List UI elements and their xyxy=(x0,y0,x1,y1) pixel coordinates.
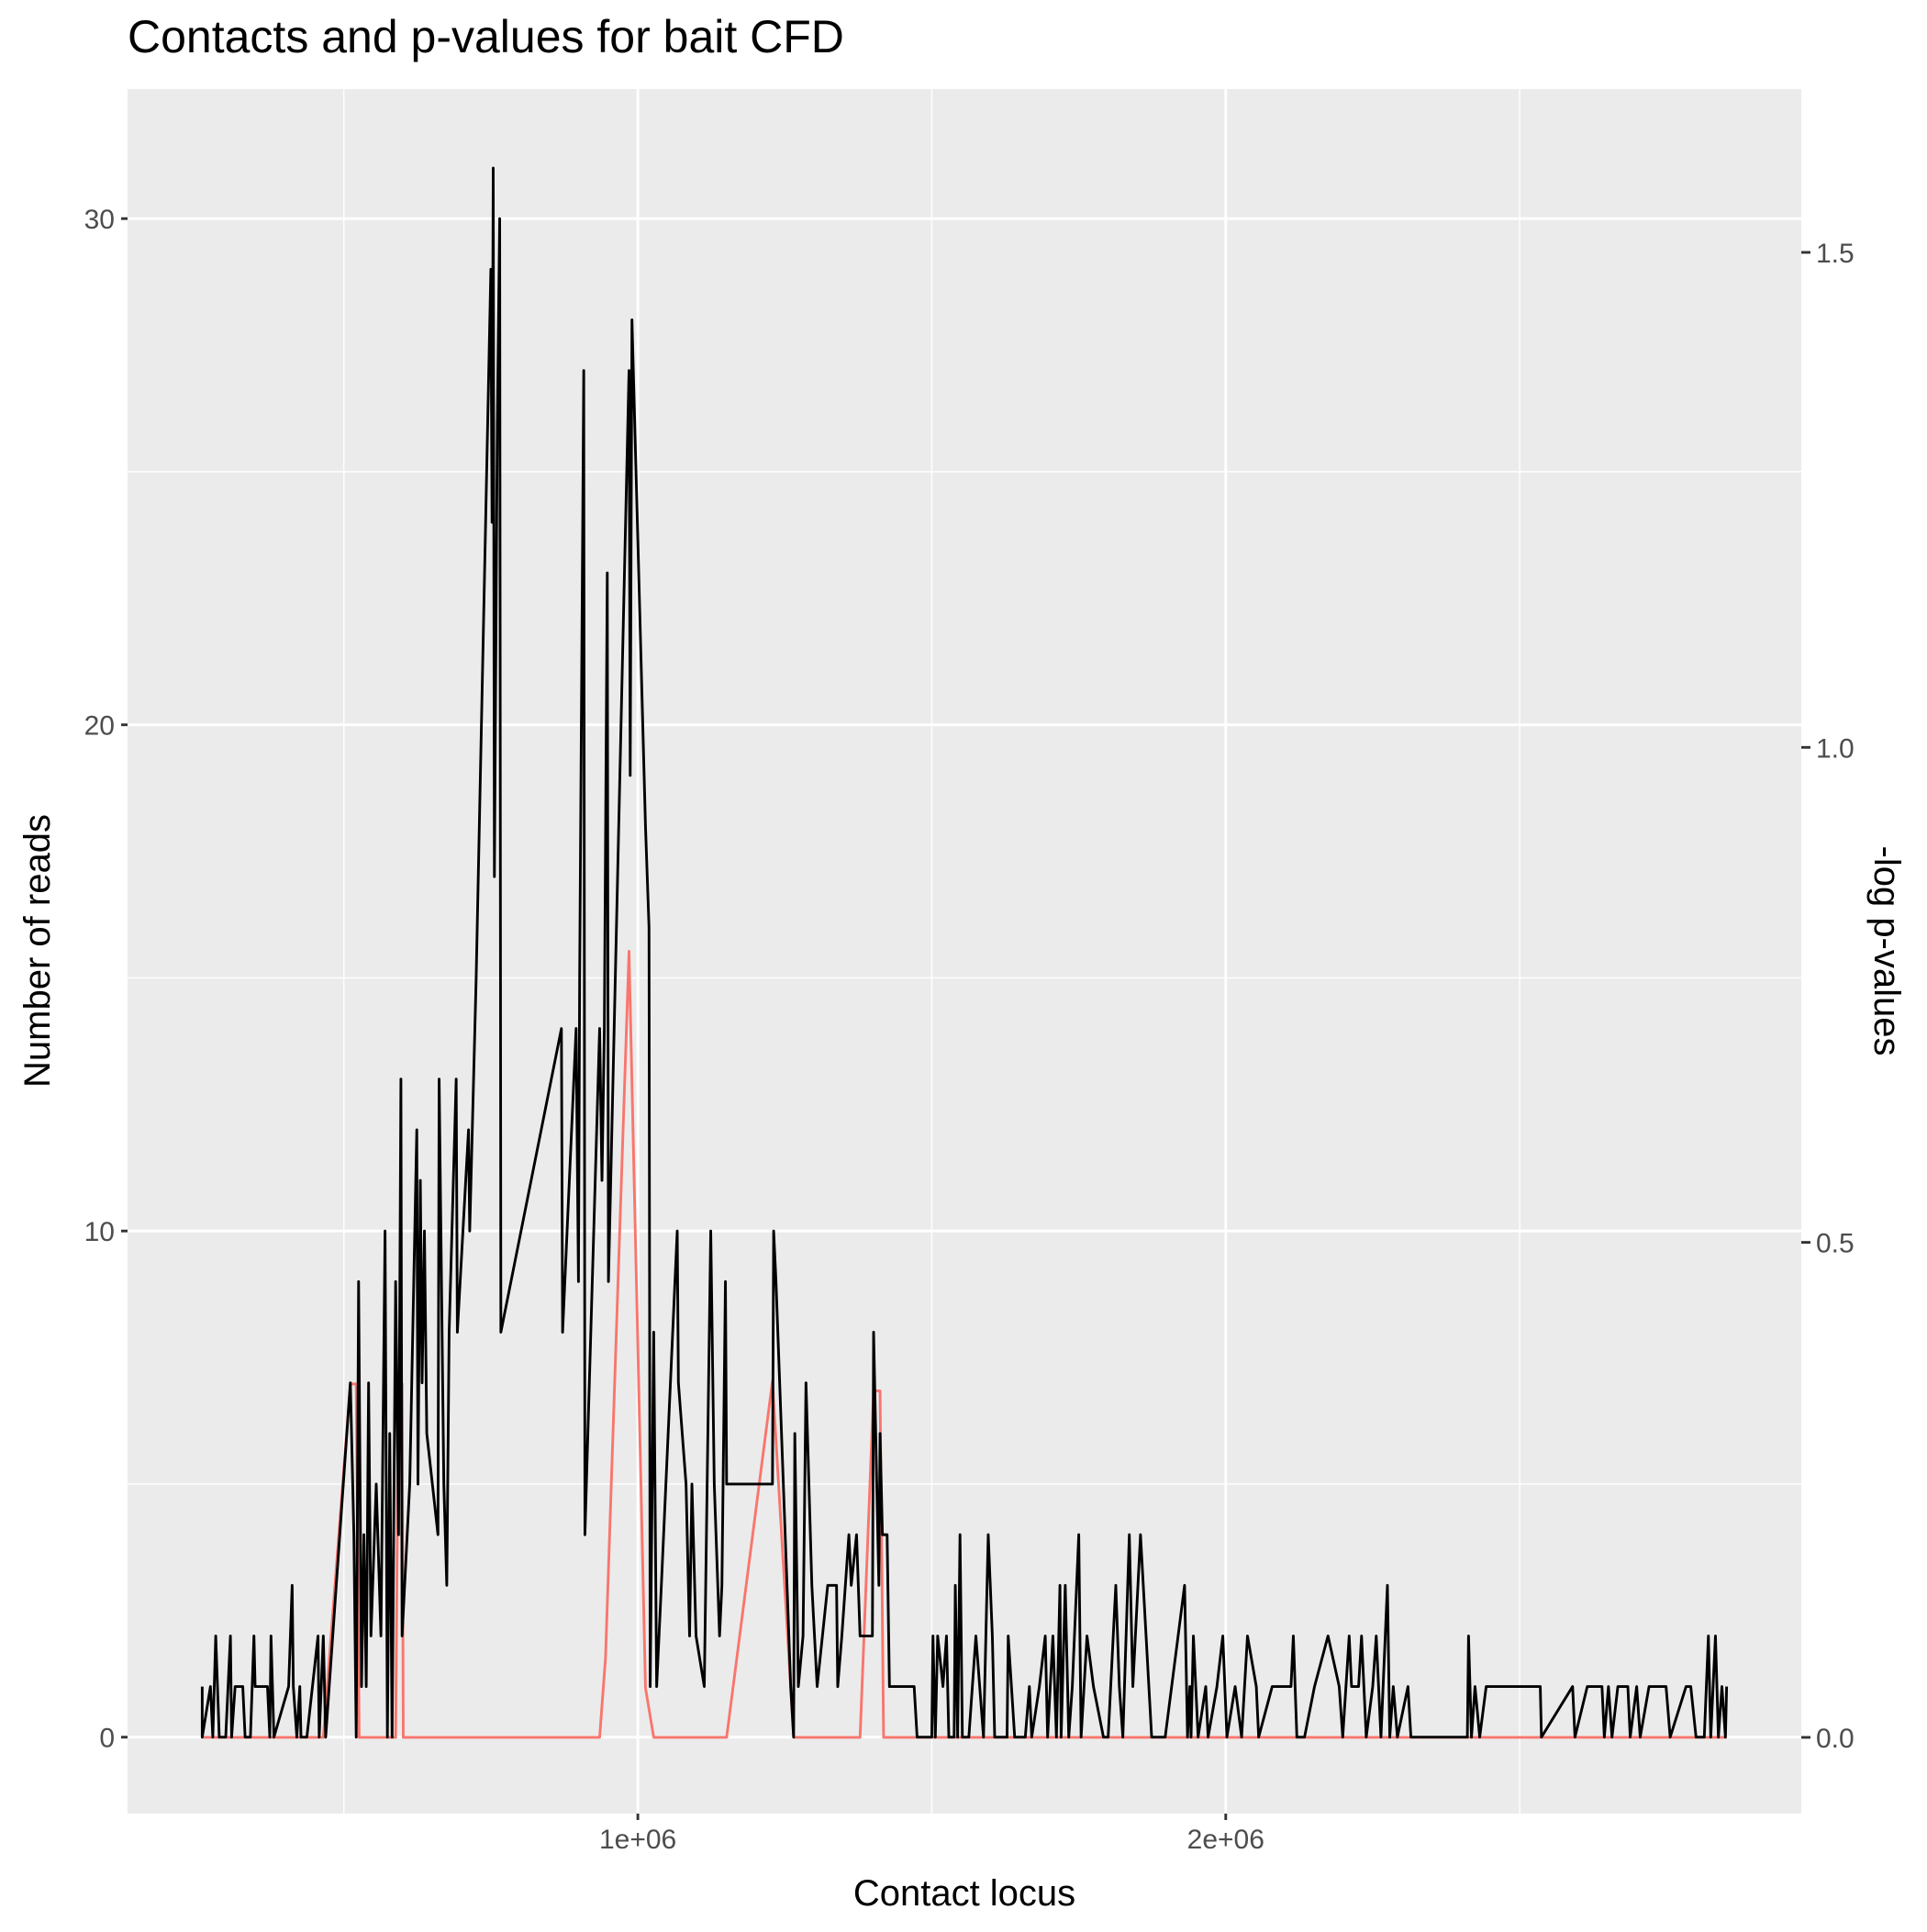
y-tick-label: 20 xyxy=(84,711,115,742)
y-tick-label: 30 xyxy=(84,205,115,235)
x-tick-label: 1e+06 xyxy=(599,1825,676,1855)
chart-title: Contacts and p-values for bait CFD xyxy=(128,11,844,62)
y-axis-label: Number of reads xyxy=(17,814,58,1088)
x-tick-label: 2e+06 xyxy=(1187,1825,1264,1855)
y-tick-label: 0 xyxy=(99,1724,115,1754)
axes: 1e+06 2e+06 0 10 20 30 0.0 0.5 1.0 1.5 xyxy=(84,205,1855,1855)
y-tick-label: 10 xyxy=(84,1217,115,1247)
y2-axis-label: -log p-values xyxy=(1866,845,1907,1055)
y2-tick-label: 0.5 xyxy=(1816,1229,1855,1259)
series-line xyxy=(200,166,1729,1739)
x-axis-label: Contact locus xyxy=(853,1873,1075,1914)
y2-tick-label: 1.5 xyxy=(1816,239,1855,269)
lines xyxy=(200,166,1729,1739)
y2-tick-label: 1.0 xyxy=(1816,733,1855,764)
y2-tick-label: 0.0 xyxy=(1816,1724,1855,1754)
